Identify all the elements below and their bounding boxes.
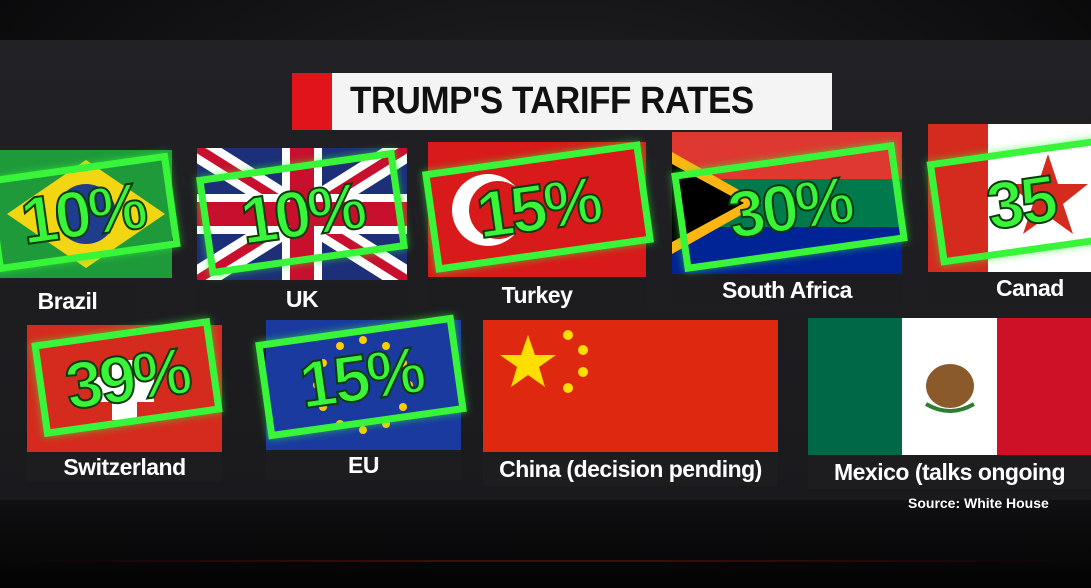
brazil-flag-graphic [7, 160, 165, 268]
country-label: EU [266, 450, 461, 480]
title-banner: TRUMP'S TARIFF RATES [292, 73, 832, 130]
china-flag-graphic [500, 330, 588, 393]
uk-flag-graphic [197, 148, 407, 280]
tariff-rate: 30% [722, 161, 856, 253]
switzerland-flag-graphic [94, 360, 154, 420]
tariff-rate: 39% [60, 331, 194, 423]
country-label: Brazil [0, 285, 135, 317]
south-africa-flag [672, 132, 902, 274]
turkey-flag [428, 142, 646, 277]
turkey-flag-graphic [452, 174, 527, 246]
canada-flag [928, 124, 1091, 272]
uk-flag [197, 148, 407, 280]
switzerland-flag [27, 325, 222, 452]
tariff-rate: 10% [15, 166, 149, 258]
mexico-flag [808, 318, 1091, 455]
country-label: Mexico (talks ongoing [808, 455, 1091, 489]
country-label: South Africa [672, 274, 902, 306]
floor-glow [0, 560, 1091, 562]
brazil-flag [0, 150, 172, 278]
country-label: Canad [928, 272, 1091, 304]
eu-flag-graphic [313, 336, 413, 434]
title-red-tab [292, 73, 332, 130]
tariff-rate: 35 [981, 159, 1060, 244]
tariff-rate: 15% [471, 161, 605, 253]
country-label: Turkey [428, 279, 646, 311]
title-plate: TRUMP'S TARIFF RATES [332, 73, 832, 130]
south-africa-flag-graphic [672, 132, 902, 274]
tariff-rate: 10% [235, 167, 369, 259]
eu-flag [266, 320, 461, 450]
source-credit: Source: White House [908, 495, 1049, 511]
country-label: China (decision pending) [483, 452, 778, 486]
country-label: UK [197, 283, 407, 315]
mexico-flag-graphic [808, 318, 1091, 455]
page-title: TRUMP'S TARIFF RATES [350, 80, 754, 122]
studio-floor [0, 500, 1091, 588]
tariff-rate: 15% [294, 331, 428, 423]
canada-flag-graphic [928, 124, 1088, 272]
china-flag [483, 320, 778, 452]
country-label: Switzerland [27, 452, 222, 482]
